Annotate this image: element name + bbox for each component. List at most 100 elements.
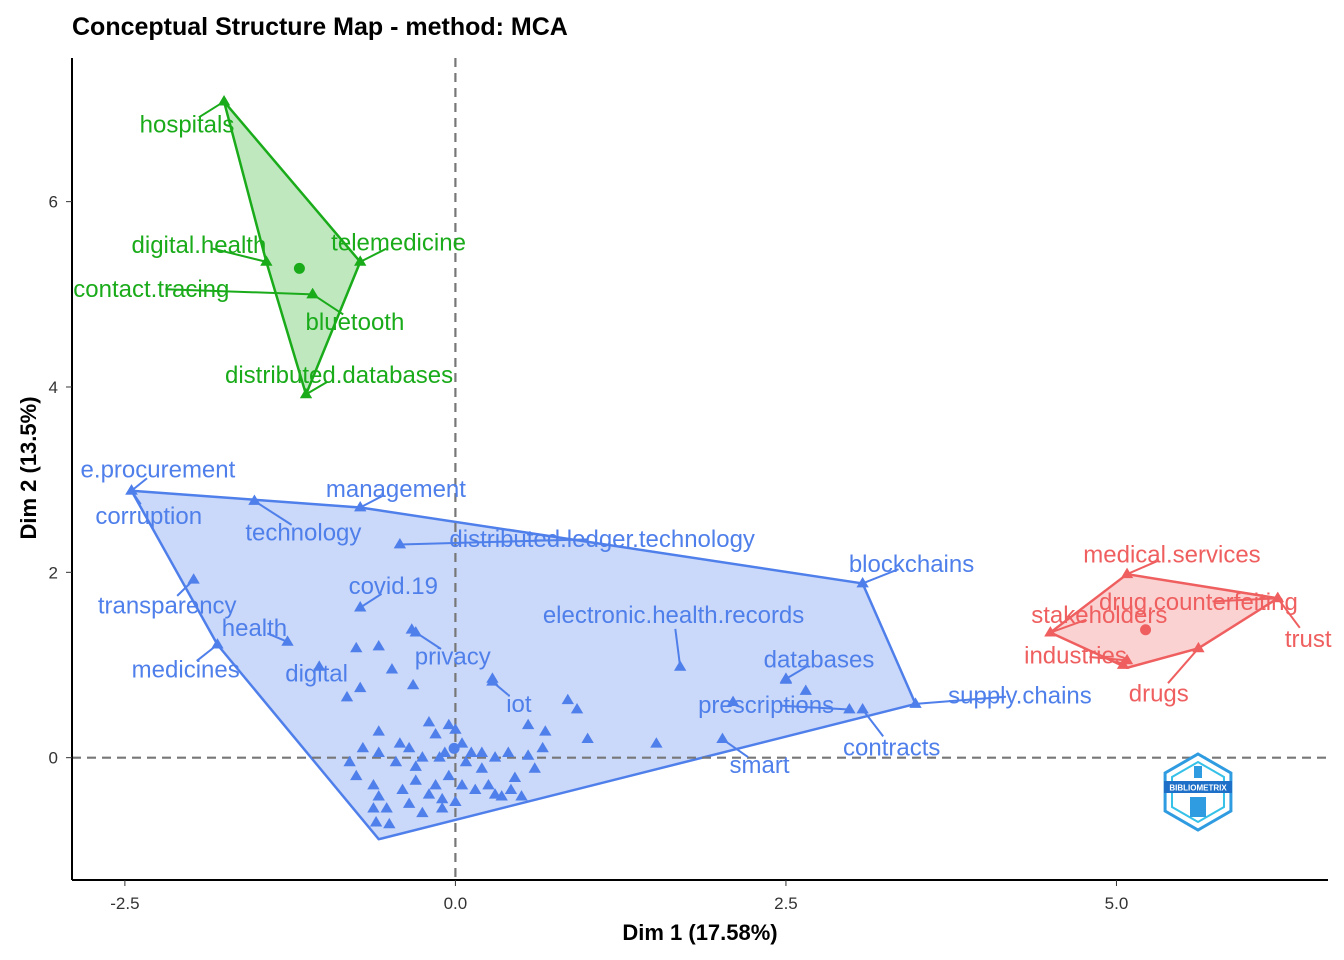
cluster-2-point	[416, 751, 429, 762]
label-leader-line	[862, 568, 899, 585]
y-tick-label: 4	[49, 378, 58, 397]
cluster-2-point	[536, 741, 549, 753]
cluster-2-point	[422, 715, 436, 727]
term-label: supply.chains	[948, 683, 1092, 710]
cluster-2-point	[409, 760, 422, 771]
term-label: contact.tracing	[73, 276, 229, 303]
x-tick-label: 0.0	[444, 894, 468, 913]
x-axis-title: Dim 1 (17.58%)	[622, 920, 777, 945]
y-tick-label: 2	[49, 563, 58, 582]
cluster-2-point	[369, 816, 383, 827]
cluster-2-point	[380, 802, 393, 813]
label-leader-line	[491, 680, 509, 696]
term-point	[354, 255, 367, 266]
term-point	[354, 601, 367, 612]
cluster-2-point	[650, 737, 663, 748]
term-label: databases	[764, 646, 875, 673]
term-point	[125, 484, 138, 495]
term-label: management	[326, 476, 466, 503]
term-point	[909, 697, 922, 708]
term-label: drugs	[1129, 681, 1189, 708]
label-leader-line	[1050, 618, 1087, 634]
label-leader-line	[721, 738, 749, 758]
term-label: medical.services	[1083, 542, 1260, 569]
label-leader-line	[165, 288, 313, 296]
label-leader-line	[359, 247, 387, 263]
cluster-2-point	[372, 746, 385, 757]
cluster-2-point	[416, 806, 429, 818]
bibliometrix-logo: BIBLIOMETRIX	[1163, 752, 1233, 832]
x-tick-label: 2.5	[774, 894, 798, 913]
y-tick-label: 0	[49, 749, 58, 768]
term-point	[843, 702, 856, 714]
label-leader-line	[785, 665, 808, 680]
cluster-2-point	[581, 732, 594, 744]
cluster-2-point	[436, 792, 449, 804]
label-leader-line	[674, 628, 682, 667]
term-point	[1120, 567, 1134, 579]
term-point	[1271, 591, 1284, 603]
term-point	[393, 538, 407, 549]
label-leader-line	[130, 477, 148, 492]
label-leader-line	[130, 490, 142, 505]
cluster-2-point	[442, 769, 455, 781]
cluster-2-point	[367, 802, 380, 813]
cluster-2-point	[726, 695, 740, 706]
x-tick-label: -2.5	[110, 894, 139, 913]
label-leader-line	[198, 100, 225, 119]
cluster-2-point	[354, 681, 367, 693]
label-leader-line	[212, 247, 267, 263]
cluster-2-point	[515, 790, 528, 801]
cluster-2-point	[528, 762, 541, 773]
label-leader-line	[196, 643, 219, 662]
cluster-2-point	[570, 702, 584, 714]
term-point	[856, 702, 869, 714]
label-leader-line	[411, 628, 442, 650]
cluster-2-point	[429, 728, 442, 739]
term-label: electronic.health.records	[543, 602, 804, 629]
y-tick-label: 6	[49, 193, 58, 212]
label-leader-line	[359, 592, 383, 609]
cluster-2-point	[799, 684, 812, 695]
term-label: bluetooth	[306, 309, 405, 336]
cluster-hull-3	[1049, 572, 1280, 670]
cluster-2-point	[356, 741, 370, 753]
logo-top	[1194, 766, 1202, 778]
term-label: telemedicine	[331, 229, 466, 256]
cluster-2-point	[475, 762, 489, 773]
cluster-2-point	[340, 690, 354, 702]
cluster-2-point	[422, 788, 436, 799]
cluster-2-point	[455, 737, 469, 748]
term-label: iot	[506, 691, 532, 718]
term-label: distributed.ledger.technology	[449, 526, 755, 553]
term-point	[187, 573, 200, 584]
term-point	[1120, 653, 1134, 665]
label-leader-line	[915, 695, 1007, 705]
cluster-2-point	[561, 693, 574, 705]
label-leader-line	[176, 579, 195, 597]
term-label: digital	[285, 660, 348, 687]
cluster-2-point	[409, 774, 422, 785]
cluster-1-centroid	[293, 262, 305, 274]
cluster-3-centroid	[1140, 624, 1152, 636]
cluster-2-point	[350, 769, 363, 781]
term-label: privacy	[415, 644, 491, 671]
label-leader-line	[266, 632, 288, 643]
logo-banner	[1164, 781, 1232, 793]
label-leader-line	[399, 538, 589, 546]
cluster-2-point	[385, 663, 399, 674]
cluster-2-point	[372, 790, 385, 801]
cluster-2-point	[455, 778, 469, 790]
cluster-2-point	[367, 778, 380, 790]
term-label: prescriptions	[698, 692, 834, 719]
cluster-2-point	[475, 746, 489, 757]
logo-wordmark: BIBLIOMETRIX	[1169, 784, 1227, 793]
cluster-2-point	[372, 639, 385, 651]
term-label: covid.19	[349, 573, 438, 600]
term-label: industries	[1024, 643, 1127, 670]
label-leader-line	[359, 494, 384, 509]
y-axis-title: Dim 2 (13.5%)	[16, 396, 41, 539]
term-label: trust	[1285, 626, 1332, 653]
term-point	[354, 500, 367, 512]
